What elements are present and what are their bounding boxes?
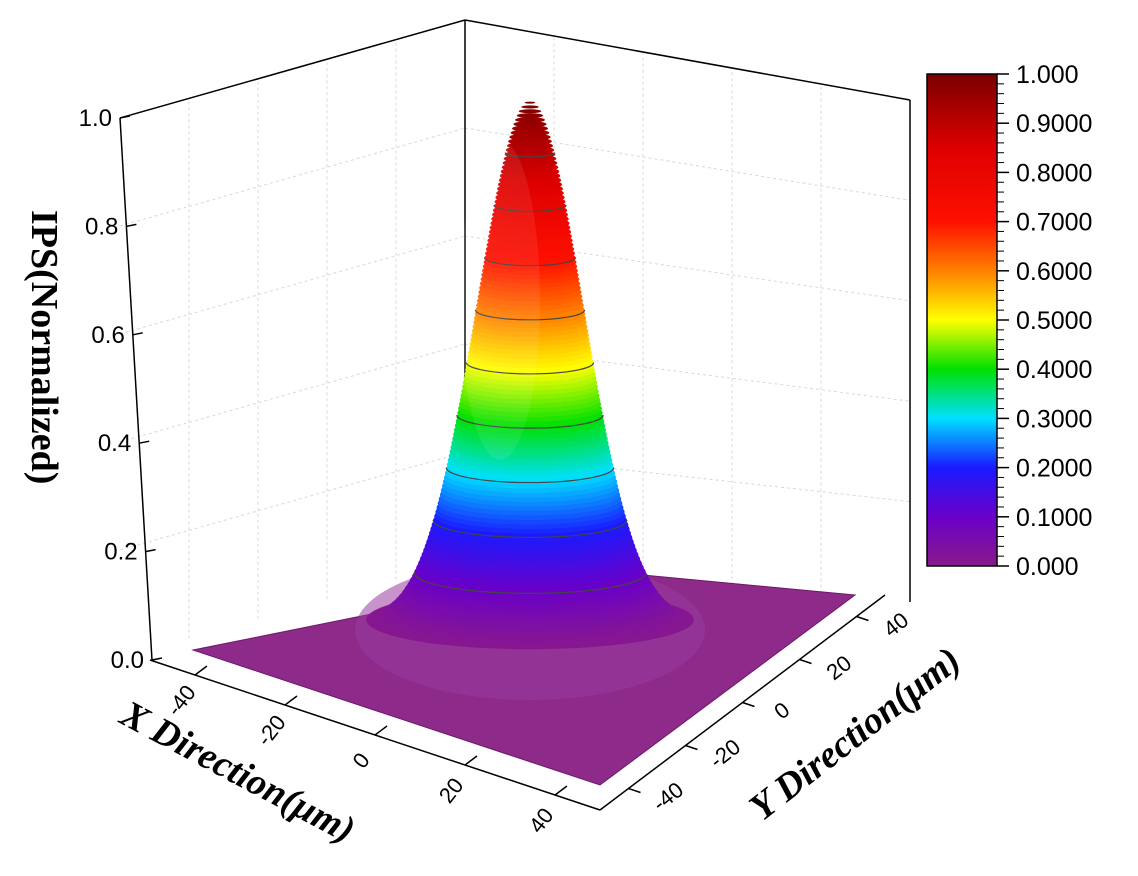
colorbar-tick-label: 0.000 [1016, 553, 1079, 581]
surface-highlight [460, 140, 540, 460]
x-axis-title: X Direction(μm) [113, 692, 362, 851]
y-tick-label: -20 [705, 734, 745, 773]
contour-line [432, 519, 628, 539]
colorbar-tick-label: 0.7000 [1016, 209, 1092, 237]
z-ticks: 0.0 0.2 0.4 0.6 0.8 1.0 [79, 105, 163, 674]
colorbar-tick-label: 0.4000 [1016, 356, 1092, 384]
y-tick-mark [685, 744, 698, 751]
z-tick-label: 1.0 [79, 105, 112, 132]
y-tick-label: 0 [769, 697, 794, 724]
z-axis-title: IPS(Normalized) [23, 210, 65, 484]
z-tick-label: 0.4 [98, 430, 131, 457]
surface-band [521, 105, 539, 109]
colorbar-tick-label: 0.1000 [1016, 504, 1092, 532]
colorbar-gradient [926, 73, 998, 567]
surface-band [511, 125, 549, 132]
x-tick-mark [374, 725, 388, 736]
right-wall-top-edge [464, 19, 911, 101]
contour-line [493, 204, 567, 213]
x-tick-mark [194, 665, 208, 676]
z-axis-line [119, 117, 153, 661]
y-tick-label: 40 [879, 607, 914, 642]
left-back-wall [120, 20, 465, 658]
z-tick-label: 0.2 [104, 539, 137, 566]
surface-peak [355, 101, 705, 700]
contour-line [445, 467, 615, 484]
x-tick-mark [464, 755, 478, 766]
contour-line [483, 257, 577, 267]
x-tick-label: -20 [251, 710, 290, 750]
y-tick-label: 20 [822, 650, 857, 685]
contour-line [474, 309, 586, 321]
x-tick-label: 0 [347, 748, 374, 773]
z-tick-label: 0.6 [91, 322, 124, 349]
colorbar-tick-label: 0.3000 [1016, 405, 1092, 433]
back-walls [119, 19, 911, 658]
y-tick-mark [799, 658, 812, 665]
y-tick-mark [856, 615, 869, 622]
colorbar-tick-label: 0.2000 [1016, 455, 1092, 483]
contour-line [413, 572, 647, 594]
contour-line [456, 414, 604, 429]
y-tick-mark [628, 787, 641, 794]
x-tick-mark [554, 785, 568, 796]
z-tick-mark [119, 115, 131, 119]
z-tick-label: 0.0 [111, 647, 144, 674]
contour-line [504, 152, 556, 158]
x-tick-mark [284, 695, 298, 706]
z-tick-mark [145, 548, 156, 553]
left-wall-top-edge [119, 19, 466, 119]
surface-band [515, 117, 545, 123]
colorbar-tick-label: 1.000 [1016, 61, 1079, 89]
y-tick-mark [742, 701, 755, 708]
colorbar: 1.000 0.9000 0.8000 0.7000 0.6000 0.5000 0.400… [926, 61, 1092, 581]
colorbar-ticks: 1.000 0.9000 0.8000 0.7000 0.6000 0.5000 0.400… [997, 61, 1092, 581]
z-tick-mark [139, 440, 150, 444]
z-tick-mark [126, 223, 137, 228]
surface-band [518, 109, 542, 114]
x-tick-label: 40 [524, 803, 559, 838]
y-axis-title: Y Direction(μm) [742, 639, 969, 829]
z-tick-label: 0.8 [85, 213, 118, 240]
colorbar-tick-label: 0.9000 [1016, 110, 1092, 138]
z-tick-mark [132, 332, 143, 336]
y-tick-label: -40 [648, 777, 688, 816]
z-tick-mark [151, 657, 163, 661]
surface-band [524, 101, 536, 104]
colorbar-tick-label: 0.6000 [1016, 258, 1092, 286]
contour-line [465, 362, 595, 375]
z-axis: 0.0 0.2 0.4 0.6 0.8 1.0 [79, 105, 163, 674]
surface-band [516, 113, 544, 118]
colorbar-tick-label: 0.8000 [1016, 159, 1092, 187]
surface-band [513, 121, 547, 128]
x-tick-label: 20 [434, 773, 469, 808]
colorbar-tick-label: 0.5000 [1016, 307, 1092, 335]
